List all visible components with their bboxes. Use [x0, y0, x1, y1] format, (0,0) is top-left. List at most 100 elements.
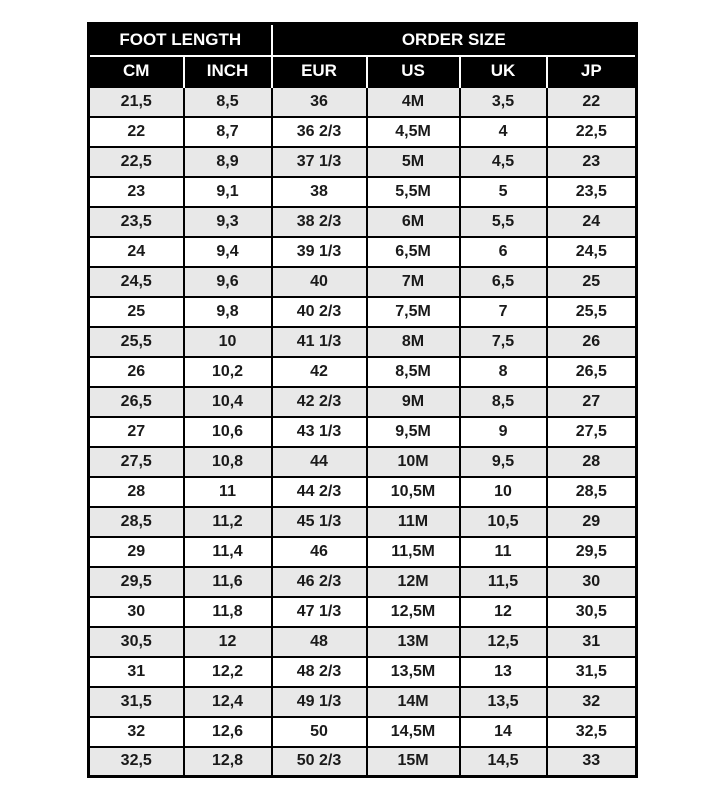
table-row: 31,5 12,4 49 1/3 14M 13,5 32	[87, 685, 638, 718]
table-cell: 37 1/3	[270, 145, 368, 178]
table-cell: 12,2	[182, 655, 273, 688]
table-row: 27,5 10,8 44 10M 9,5 28	[87, 445, 638, 478]
table-cell: 50 2/3	[270, 745, 368, 778]
table-cell: 41 1/3	[270, 325, 368, 358]
table-row: 24,5 9,6 40 7M 6,5 25	[87, 265, 638, 298]
table-cell: 48 2/3	[270, 655, 368, 688]
table-cell: 44	[270, 445, 368, 478]
table-cell: 12,5M	[365, 595, 461, 628]
table-cell: 22	[87, 115, 185, 148]
table-cell: 43 1/3	[270, 415, 368, 448]
table-cell: 25	[545, 265, 638, 298]
table-cell: 29,5	[87, 565, 185, 598]
table-cell: 24,5	[545, 235, 638, 268]
table-cell: 26,5	[87, 385, 185, 418]
table-cell: 12,6	[182, 715, 273, 748]
table-cell: 13M	[365, 625, 461, 658]
table-cell: 30	[545, 565, 638, 598]
table-cell: 8M	[365, 325, 461, 358]
table-cell: 30	[87, 595, 185, 628]
table-cell: 23	[545, 145, 638, 178]
table-body: 21,5 8,5 36 4M 3,5 22 22 8,7 36 2/3 4,5M 4 22,5 22,5…	[87, 85, 638, 778]
table-cell: 27,5	[87, 445, 185, 478]
table-cell: 24	[87, 235, 185, 268]
table-cell: 6,5M	[365, 235, 461, 268]
column-header-cm: CM	[88, 55, 185, 87]
header-foot-length: FOOT LENGTH	[88, 23, 273, 57]
table-cell: 10,6	[182, 415, 273, 448]
table-row: 32 12,6 50 14,5M 14 32,5	[87, 715, 638, 748]
table-cell: 10	[458, 475, 548, 508]
table-cell: 10,2	[182, 355, 273, 388]
table-cell: 31,5	[87, 685, 185, 718]
table-cell: 26	[87, 355, 185, 388]
table-cell: 27	[87, 415, 185, 448]
table-row: 29,5 11,6 46 2/3 12M 11,5 30	[87, 565, 638, 598]
table-row: 28 11 44 2/3 10,5M 10 28,5	[87, 475, 638, 508]
column-header-us: US	[366, 55, 461, 87]
table-cell: 10,4	[182, 385, 273, 418]
column-header-eur: EUR	[271, 55, 368, 87]
table-row: 23,5 9,3 38 2/3 6M 5,5 24	[87, 205, 638, 238]
table-cell: 27	[545, 385, 638, 418]
table-row: 25 9,8 40 2/3 7,5M 7 25,5	[87, 295, 638, 328]
table-cell: 11,8	[182, 595, 273, 628]
table-cell: 39 1/3	[270, 235, 368, 268]
table-cell: 36 2/3	[270, 115, 368, 148]
table-cell: 10	[182, 325, 273, 358]
table-cell: 50	[270, 715, 368, 748]
table-cell: 28	[545, 445, 638, 478]
table-cell: 7,5M	[365, 295, 461, 328]
table-cell: 23,5	[87, 205, 185, 238]
column-header-jp: JP	[546, 55, 639, 87]
table-cell: 29	[87, 535, 185, 568]
table-cell: 26	[545, 325, 638, 358]
table-cell: 23,5	[545, 175, 638, 208]
table-cell: 6,5	[458, 265, 548, 298]
table-cell: 14,5	[458, 745, 548, 778]
table-cell: 9,8	[182, 295, 273, 328]
table-row: 31 12,2 48 2/3 13,5M 13 31,5	[87, 655, 638, 688]
column-header-uk: UK	[459, 55, 548, 87]
table-cell: 9,5	[458, 445, 548, 478]
table-cell: 22,5	[87, 145, 185, 178]
table-cell: 30,5	[87, 625, 185, 658]
table-row: 32,5 12,8 50 2/3 15M 14,5 33	[87, 745, 638, 778]
table-cell: 44 2/3	[270, 475, 368, 508]
table-row: 30 11,8 47 1/3 12,5M 12 30,5	[87, 595, 638, 628]
table-cell: 8,7	[182, 115, 273, 148]
table-cell: 4,5M	[365, 115, 461, 148]
table-cell: 25,5	[545, 295, 638, 328]
table-cell: 3,5	[458, 85, 548, 118]
table-cell: 47 1/3	[270, 595, 368, 628]
table-cell: 9M	[365, 385, 461, 418]
table-cell: 36	[270, 85, 368, 118]
table-cell: 49 1/3	[270, 685, 368, 718]
table-cell: 6	[458, 235, 548, 268]
table-cell: 11,5M	[365, 535, 461, 568]
table-cell: 28,5	[87, 505, 185, 538]
table-row: 26,5 10,4 42 2/3 9M 8,5 27	[87, 385, 638, 418]
table-row: 28,5 11,2 45 1/3 11M 10,5 29	[87, 505, 638, 538]
table-cell: 10,5	[458, 505, 548, 538]
table-cell: 22	[545, 85, 638, 118]
table-cell: 25	[87, 295, 185, 328]
table-cell: 21,5	[87, 85, 185, 118]
table-cell: 27,5	[545, 415, 638, 448]
table-cell: 28	[87, 475, 185, 508]
table-cell: 48	[270, 625, 368, 658]
table-cell: 32,5	[87, 745, 185, 778]
table-cell: 4,5	[458, 145, 548, 178]
table-cell: 32,5	[545, 715, 638, 748]
table-cell: 5	[458, 175, 548, 208]
table-cell: 11,5	[458, 565, 548, 598]
table-cell: 5M	[365, 145, 461, 178]
table-row: 25,5 10 41 1/3 8M 7,5 26	[87, 325, 638, 358]
table-cell: 7M	[365, 265, 461, 298]
table-cell: 31	[87, 655, 185, 688]
table-cell: 13	[458, 655, 548, 688]
table-cell: 14	[458, 715, 548, 748]
table-cell: 33	[545, 745, 638, 778]
table-row: 30,5 12 48 13M 12,5 31	[87, 625, 638, 658]
table-cell: 4M	[365, 85, 461, 118]
